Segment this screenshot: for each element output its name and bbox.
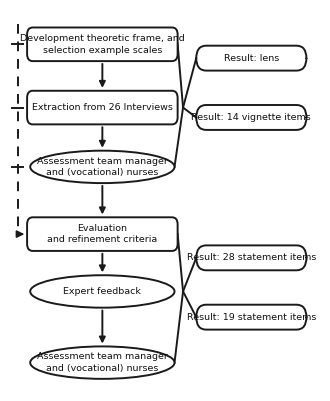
Text: Expert feedback: Expert feedback [63,287,141,296]
FancyBboxPatch shape [27,91,178,124]
Text: Assessment team manager
and (vocational) nurses: Assessment team manager and (vocational)… [37,157,168,177]
Ellipse shape [30,275,175,308]
Text: Result: 28 statement items: Result: 28 statement items [187,253,316,262]
Ellipse shape [30,151,175,183]
Text: Assessment team manager
and (vocational) nurses: Assessment team manager and (vocational)… [37,352,168,373]
Text: Result: lens: Result: lens [224,54,279,63]
Text: Evaluation
and refinement criteria: Evaluation and refinement criteria [47,224,157,244]
Text: Result: 19 statement items: Result: 19 statement items [187,313,316,322]
FancyBboxPatch shape [27,217,178,251]
Text: Result: 14 vignette items: Result: 14 vignette items [191,113,311,122]
Text: Development theoretic frame, and
selection example scales: Development theoretic frame, and selecti… [20,34,185,55]
FancyBboxPatch shape [196,46,307,71]
FancyBboxPatch shape [196,305,307,330]
FancyBboxPatch shape [196,245,307,270]
Text: Extraction from 26 Interviews: Extraction from 26 Interviews [32,103,173,112]
Ellipse shape [30,346,175,379]
FancyBboxPatch shape [27,28,178,61]
FancyBboxPatch shape [196,105,307,130]
